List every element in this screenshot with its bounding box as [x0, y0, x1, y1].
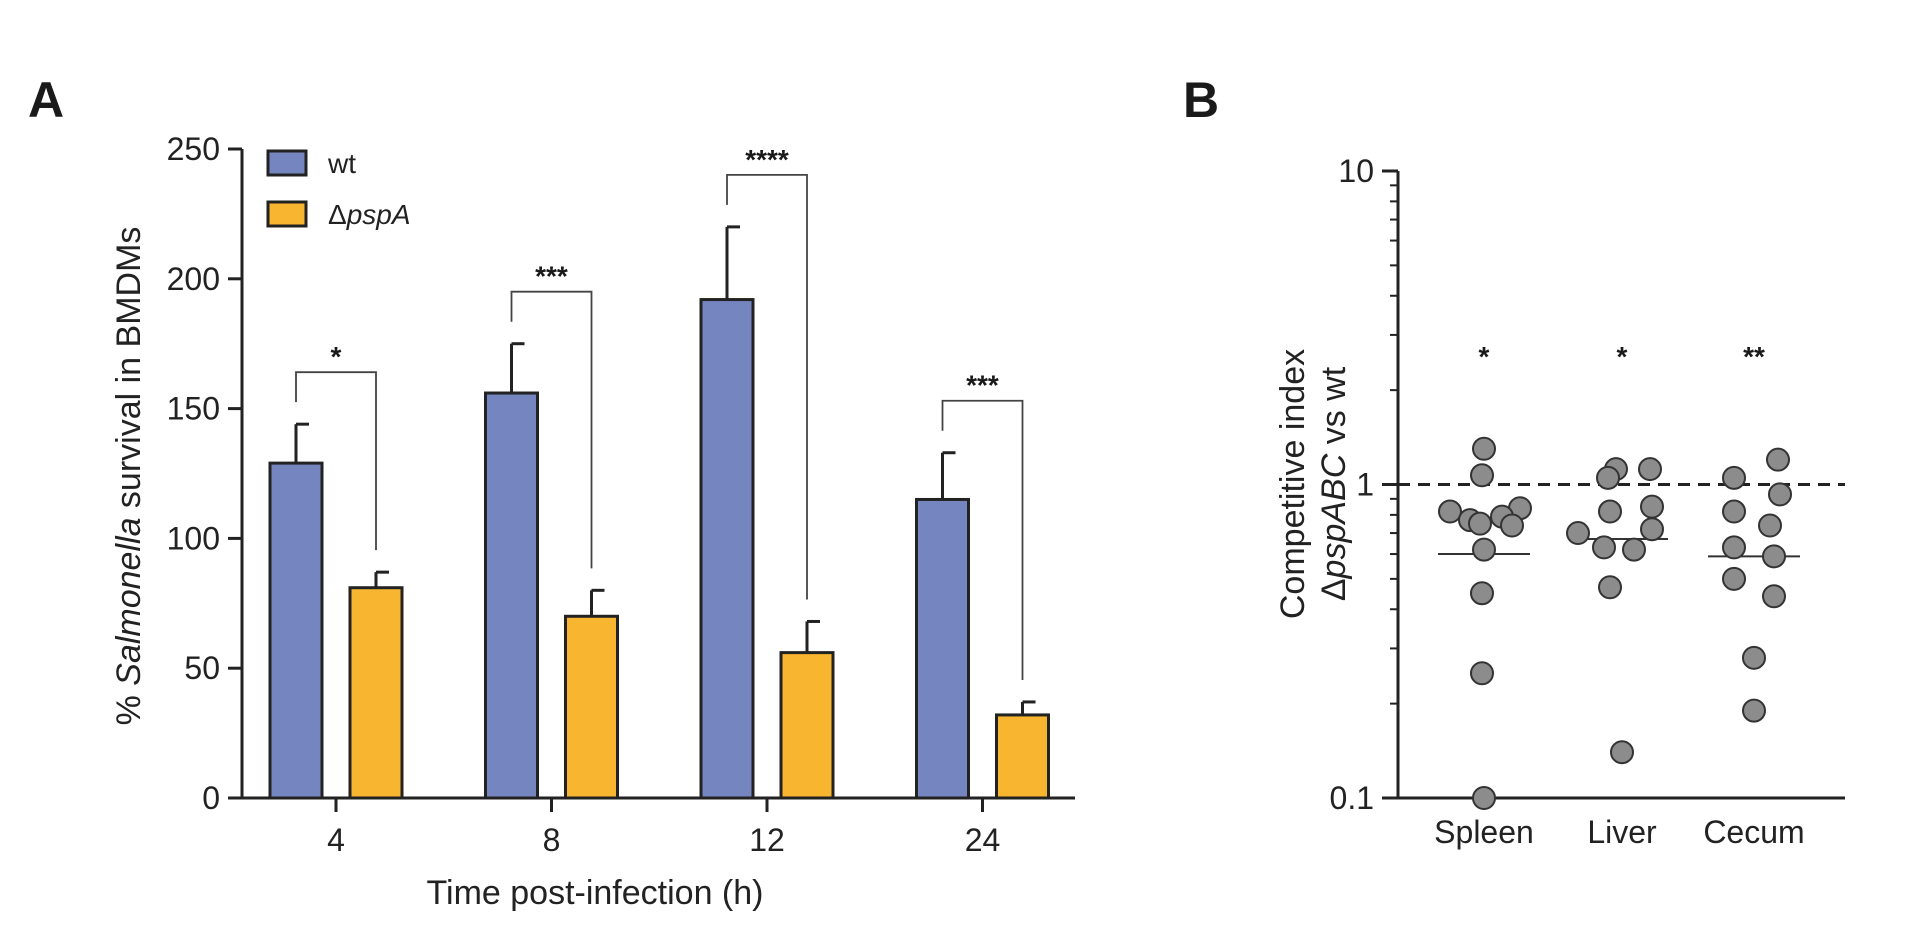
data-point-liver [1598, 575, 1622, 600]
data-point-spleen [1470, 463, 1494, 488]
data-point-liver [1596, 465, 1620, 490]
x-tick-label-a: 12 [749, 822, 785, 858]
significance-label-a: *** [535, 261, 568, 292]
x-tick-label-b-cecum: Cecum [1703, 814, 1804, 850]
bar-wt-24h [915, 497, 970, 800]
significance-label-b-spleen: * [1479, 341, 1490, 372]
y-ticks-a: 0 50 100 150 200 250 [167, 131, 242, 816]
y-axis-title-a: % Salmonella survival in BMDMs [110, 227, 148, 726]
x-axis-title-a: Time post-infection (h) [427, 874, 764, 912]
significance-bracket-a [295, 371, 377, 551]
data-point-liver [1622, 537, 1646, 562]
y-tick-label-a: 150 [167, 391, 220, 427]
significance-label-a: *** [966, 370, 999, 401]
data-point-liver [1640, 494, 1664, 519]
data-point-cecum [1768, 482, 1792, 507]
x-tick-label-a: 4 [327, 822, 345, 858]
bar-pspa-12h [779, 651, 835, 800]
data-point-spleen [1438, 499, 1462, 524]
y-axis-title-a-pre: % [110, 686, 148, 726]
significance-label-a: **** [745, 144, 789, 175]
data-point-liver [1598, 499, 1622, 524]
x-tick-label-a: 8 [543, 822, 561, 858]
data-point-cecum [1722, 465, 1746, 490]
significance-label-a: * [331, 341, 342, 372]
significance-label-b-cecum: ** [1743, 341, 1765, 372]
data-point-spleen [1500, 513, 1524, 538]
panel-b-label: B [1183, 72, 1219, 128]
legend-swatch-wt [266, 149, 308, 177]
data-point-spleen [1472, 786, 1496, 810]
significance-label-b-liver: * [1617, 341, 1628, 372]
legend-a: wt ΔpspA [266, 148, 411, 230]
data-point-cecum [1722, 535, 1746, 560]
y-tick-label-a: 50 [184, 650, 220, 686]
bar-pspa-4h [348, 586, 404, 800]
data-point-liver [1638, 457, 1662, 482]
data-point-cecum [1742, 645, 1766, 670]
x-tick-label-a: 24 [965, 822, 1001, 858]
bar-pspa-24h [995, 713, 1050, 800]
x-tick-label-b-spleen: Spleen [1434, 814, 1534, 850]
data-point-spleen [1472, 436, 1496, 461]
bars-a [268, 225, 1050, 800]
y-tick-label-a: 100 [167, 520, 220, 556]
bar-wt-12h [699, 298, 755, 800]
significance-bracket-a [726, 173, 808, 600]
data-point-cecum [1766, 447, 1790, 472]
points-b [1438, 436, 1792, 810]
x-ticks-b: Spleen Liver Cecum [1434, 814, 1805, 850]
y-axis-title-b-line1: Competitive index [1274, 349, 1312, 619]
y-axis-title-b-line2: ΔpspABC vs wt [1315, 366, 1353, 601]
data-point-spleen [1468, 511, 1492, 536]
y-axis-title-a-post: survival in BMDMs [110, 227, 148, 518]
data-point-spleen [1472, 537, 1496, 562]
data-point-liver [1640, 517, 1664, 542]
data-point-cecum [1742, 698, 1766, 723]
y-axis-title-b-italic: pspABC [1315, 453, 1353, 579]
significance-bracket-a [510, 290, 593, 569]
data-point-liver [1610, 740, 1634, 765]
bar-wt-4h [268, 461, 324, 800]
panel-a-label: A [28, 72, 64, 128]
y-tick-label-a: 0 [202, 780, 220, 816]
data-point-spleen [1470, 661, 1494, 686]
legend-swatch-pspa [266, 200, 308, 228]
significance-a: *********** [295, 144, 1024, 680]
bar-pspa-8h [564, 614, 619, 800]
y-tick-label-b: 1 [1356, 467, 1374, 503]
data-point-cecum [1722, 566, 1746, 591]
bar-wt-8h [484, 391, 539, 800]
data-point-cecum [1722, 499, 1746, 524]
x-tick-label-b-liver: Liver [1587, 814, 1657, 850]
data-point-liver [1566, 521, 1590, 546]
data-point-cecum [1762, 584, 1786, 609]
legend-label-wt: wt [327, 148, 356, 179]
y-axis-title-b-post: vs wt [1315, 366, 1353, 453]
y-tick-label-b: 10 [1338, 153, 1374, 189]
y-tick-label-b: 0.1 [1330, 780, 1374, 816]
y-axis-title-b-pre: Δ [1315, 578, 1353, 601]
significance-b: * * ** [1479, 341, 1765, 372]
y-axis-title-a-italic: Salmonella [110, 518, 148, 686]
data-point-cecum [1762, 544, 1786, 569]
y-tick-label-a: 250 [167, 131, 220, 167]
data-point-liver [1592, 535, 1616, 560]
y-tick-label-a: 200 [167, 261, 220, 297]
y-ticks-b: 0.1 1 10 [1330, 153, 1398, 816]
x-ticks-a: 4 8 12 24 [327, 798, 1000, 858]
data-point-cecum [1758, 513, 1782, 538]
significance-bracket-a [941, 399, 1024, 680]
data-point-spleen [1470, 581, 1494, 606]
legend-label-pspa: ΔpspA [328, 199, 411, 230]
